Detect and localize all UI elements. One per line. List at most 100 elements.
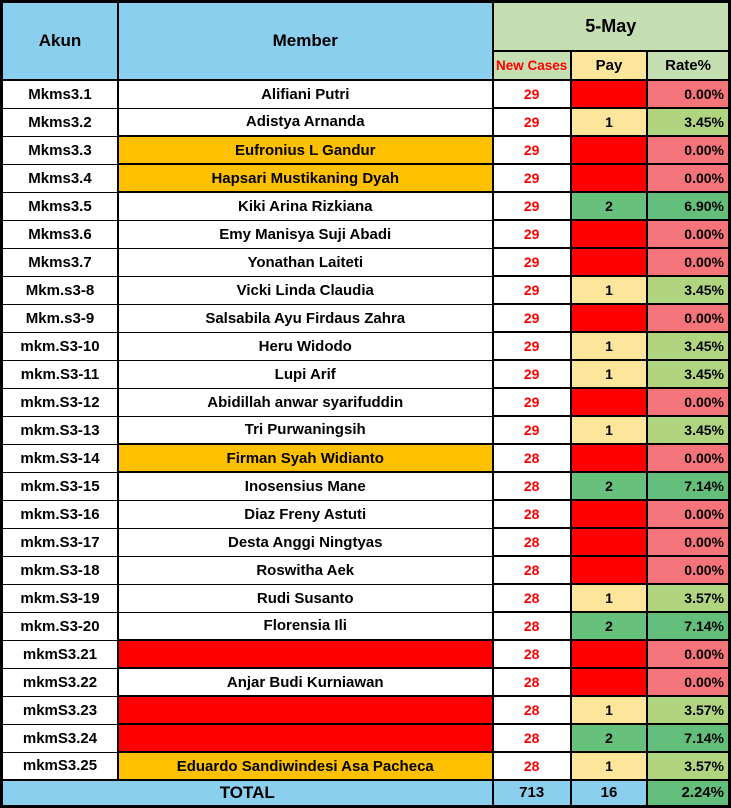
member-cell[interactable]: Heru Widodo [117,331,493,361]
rate-cell[interactable]: 0.00% [646,79,731,109]
member-cell[interactable]: Vicki Linda Claudia [117,275,493,305]
new-cases-cell[interactable]: 29 [491,359,572,389]
rate-cell[interactable]: 0.00% [646,667,731,697]
rate-cell[interactable]: 0.00% [646,443,731,473]
pay-cell[interactable]: 2 [569,723,649,753]
akun-cell[interactable]: mkmS3.22 [0,667,119,697]
column-header-date[interactable]: 5-May [491,0,731,52]
akun-cell[interactable]: Mkms3.3 [0,135,119,165]
rate-cell[interactable]: 7.14% [646,471,731,501]
rate-cell[interactable]: 3.57% [646,695,731,725]
rate-cell[interactable]: 3.45% [646,107,731,137]
new-cases-cell[interactable]: 29 [491,387,572,417]
pay-cell[interactable]: 1 [569,107,649,137]
akun-cell[interactable]: mkmS3.21 [0,639,119,669]
new-cases-cell[interactable]: 29 [491,219,572,249]
akun-cell[interactable]: Mkms3.4 [0,163,119,193]
pay-cell[interactable] [569,499,649,529]
rate-cell[interactable]: 3.57% [646,583,731,613]
akun-cell[interactable]: mkm.S3-18 [0,555,119,585]
member-cell[interactable]: Diaz Freny Astuti [117,499,493,529]
new-cases-cell[interactable]: 28 [491,667,572,697]
pay-cell[interactable]: 1 [569,415,649,445]
akun-cell[interactable]: mkm.S3-17 [0,527,119,557]
member-cell[interactable] [116,723,494,753]
pay-cell[interactable] [569,667,649,697]
total-pay-cell[interactable]: 16 [569,779,649,807]
new-cases-cell[interactable]: 28 [491,695,572,725]
pay-cell[interactable] [569,387,649,417]
akun-cell[interactable]: mkm.S3-13 [0,415,119,445]
column-header-member[interactable]: Member [116,0,494,81]
column-header-rate[interactable]: Rate% [646,50,731,81]
akun-cell[interactable]: Mkms3.2 [0,107,119,137]
pay-cell[interactable] [569,639,649,669]
rate-cell[interactable]: 0.00% [646,639,731,669]
rate-cell[interactable]: 3.57% [646,751,731,781]
akun-cell[interactable]: mkm.S3-12 [0,387,119,417]
member-cell[interactable]: Hapsari Mustikaning Dyah [116,163,494,193]
total-rate-cell[interactable]: 2.24% [646,779,731,807]
pay-cell[interactable]: 1 [569,751,649,781]
pay-cell[interactable]: 2 [569,191,649,221]
new-cases-cell[interactable]: 29 [491,303,572,333]
akun-cell[interactable]: Mkms3.5 [0,191,119,221]
new-cases-cell[interactable]: 29 [491,331,572,361]
akun-cell[interactable]: mkm.S3-14 [0,443,119,473]
pay-cell[interactable]: 2 [569,611,649,641]
new-cases-cell[interactable]: 29 [491,163,572,193]
member-cell[interactable]: Florensia Ili [117,611,493,641]
rate-cell[interactable]: 0.00% [646,499,731,529]
pay-cell[interactable] [569,163,649,193]
rate-cell[interactable]: 0.00% [646,527,731,557]
pay-cell[interactable]: 1 [569,695,649,725]
akun-cell[interactable]: Mkm.s3-9 [0,303,119,333]
new-cases-cell[interactable]: 28 [491,611,572,641]
member-cell[interactable]: Eufronius L Gandur [116,135,494,165]
rate-cell[interactable]: 0.00% [646,135,731,165]
pay-cell[interactable] [569,219,649,249]
new-cases-cell[interactable]: 28 [491,471,572,501]
new-cases-cell[interactable]: 29 [491,107,572,137]
new-cases-cell[interactable]: 28 [491,723,572,753]
akun-cell[interactable]: mkm.S3-20 [0,611,119,641]
new-cases-cell[interactable]: 29 [491,135,572,165]
rate-cell[interactable]: 3.45% [646,359,731,389]
column-header-new-cases[interactable]: New Cases [491,50,572,81]
rate-cell[interactable]: 0.00% [646,219,731,249]
pay-cell[interactable]: 1 [569,275,649,305]
pay-cell[interactable]: 1 [569,331,649,361]
new-cases-cell[interactable]: 28 [491,443,572,473]
member-cell[interactable]: Kiki Arina Rizkiana [117,191,493,221]
member-cell[interactable]: Salsabila Ayu Firdaus Zahra [117,303,493,333]
member-cell[interactable]: Eduardo Sandiwindesi Asa Pacheca [116,751,494,781]
rate-cell[interactable]: 0.00% [646,163,731,193]
new-cases-cell[interactable]: 28 [491,751,572,781]
new-cases-cell[interactable]: 28 [491,555,572,585]
rate-cell[interactable]: 0.00% [646,555,731,585]
new-cases-cell[interactable]: 28 [491,499,572,529]
member-cell[interactable]: Alifiani Putri [117,79,493,109]
pay-cell[interactable]: 1 [569,359,649,389]
akun-cell[interactable]: Mkms3.1 [0,79,119,109]
pay-cell[interactable]: 2 [569,471,649,501]
new-cases-cell[interactable]: 29 [491,275,572,305]
pay-cell[interactable]: 1 [569,583,649,613]
member-cell[interactable]: Adistya Arnanda [117,107,493,137]
new-cases-cell[interactable]: 29 [491,415,572,445]
rate-cell[interactable]: 0.00% [646,247,731,277]
akun-cell[interactable]: Mkms3.7 [0,247,119,277]
new-cases-cell[interactable]: 29 [491,247,572,277]
akun-cell[interactable]: Mkm.s3-8 [0,275,119,305]
column-header-akun[interactable]: Akun [0,0,119,81]
pay-cell[interactable] [569,303,649,333]
rate-cell[interactable]: 3.45% [646,331,731,361]
member-cell[interactable]: Tri Purwaningsih [117,415,493,445]
akun-cell[interactable]: mkmS3.24 [0,723,119,753]
member-cell[interactable]: Firman Syah Widianto [116,443,494,473]
member-cell[interactable]: Rudi Susanto [117,583,493,613]
akun-cell[interactable]: mkm.S3-15 [0,471,119,501]
pay-cell[interactable] [569,527,649,557]
rate-cell[interactable]: 7.14% [646,723,731,753]
pay-cell[interactable] [569,443,649,473]
